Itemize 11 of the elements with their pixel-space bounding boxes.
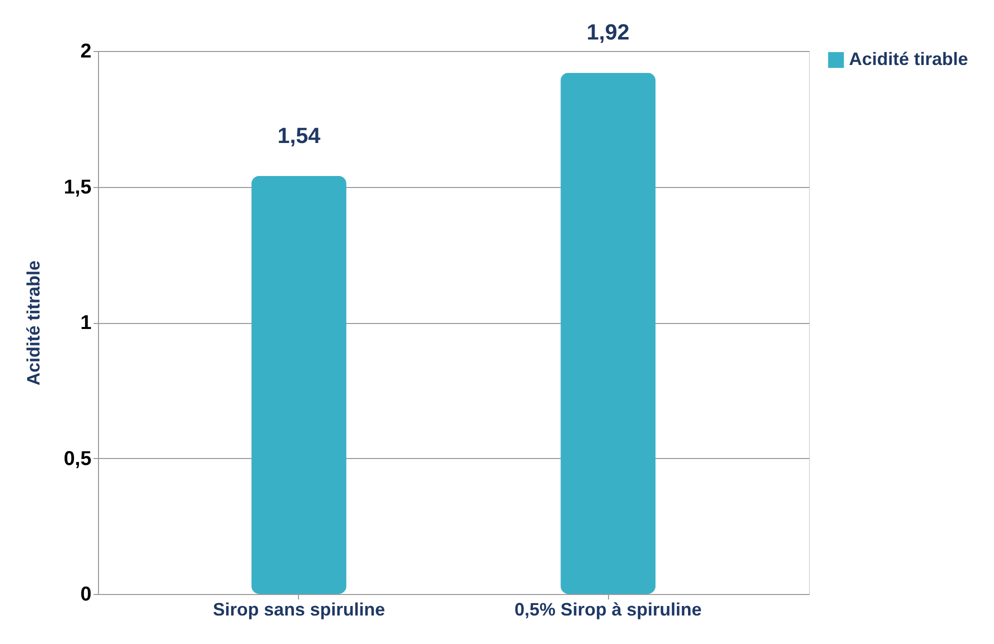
y-tick-label: 0 [80, 584, 92, 606]
x-tick-label: Sirop sans spiruline [212, 600, 385, 620]
y-tick-label: 2 [80, 40, 92, 62]
y-axis-title: Acidité titrable [24, 260, 44, 386]
y-tick-label: 1 [80, 312, 92, 334]
y-tick-label: 0,5 [64, 448, 92, 470]
y-tick-label: 1,5 [64, 176, 92, 198]
x-tick-label: 0,5% Sirop à spiruline [514, 600, 702, 620]
data-label: 1,92 [586, 20, 630, 45]
legend-label: Acidité tirable [849, 49, 968, 69]
data-label: 1,54 [278, 122, 322, 148]
